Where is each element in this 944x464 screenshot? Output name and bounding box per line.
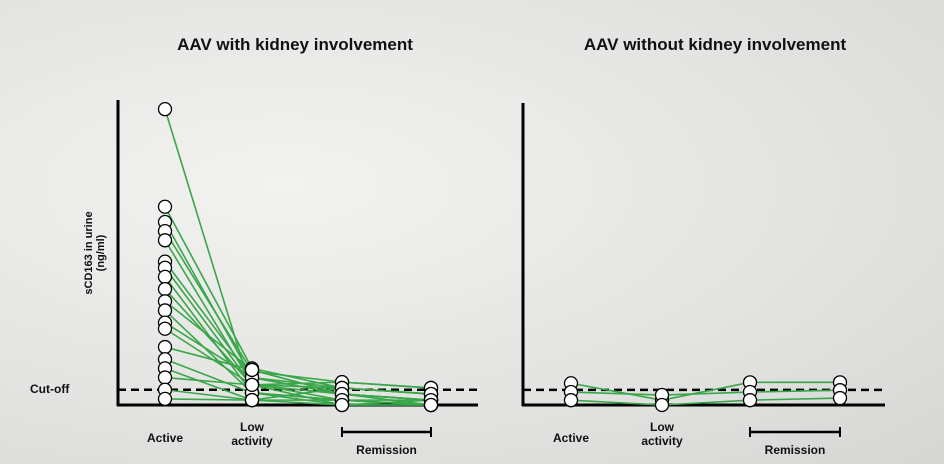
x-tick-label: Low activity <box>632 420 692 448</box>
data-point <box>159 322 172 335</box>
data-point <box>159 392 172 405</box>
data-point <box>246 363 259 376</box>
data-point <box>834 392 847 405</box>
data-point <box>246 394 259 407</box>
data-point <box>159 283 172 296</box>
x-tick-label: Remission <box>745 443 845 457</box>
patient-line <box>165 222 431 400</box>
data-point <box>744 394 757 407</box>
data-point <box>425 399 438 412</box>
data-point <box>159 304 172 317</box>
cutoff-label: Cut-off <box>30 382 100 396</box>
data-point <box>565 394 578 407</box>
chart-title: AAV without kidney involvement <box>584 35 847 54</box>
x-tick-label: Low activity <box>222 420 282 448</box>
patient-line <box>165 109 431 405</box>
y-axis-label: sCD163 in urine (ng/ml) <box>83 198 107 308</box>
patient-line <box>165 289 431 388</box>
x-tick-label: Active <box>541 431 601 445</box>
patient-line <box>165 207 431 394</box>
data-point <box>336 399 349 412</box>
patient-line <box>165 231 431 388</box>
data-point <box>159 341 172 354</box>
data-point <box>159 234 172 247</box>
data-point <box>159 371 172 384</box>
data-point <box>246 378 259 391</box>
x-tick-label: Remission <box>337 443 437 457</box>
chart-title: AAV with kidney involvement <box>177 35 413 54</box>
chart: AAV with kidney involvement AAV without k… <box>0 0 944 464</box>
data-point <box>159 103 172 116</box>
data-point <box>656 399 669 412</box>
figure: AAV with kidney involvement AAV without k… <box>0 0 944 464</box>
x-tick-label: Active <box>135 431 195 445</box>
data-point <box>159 200 172 213</box>
data-point <box>159 270 172 283</box>
